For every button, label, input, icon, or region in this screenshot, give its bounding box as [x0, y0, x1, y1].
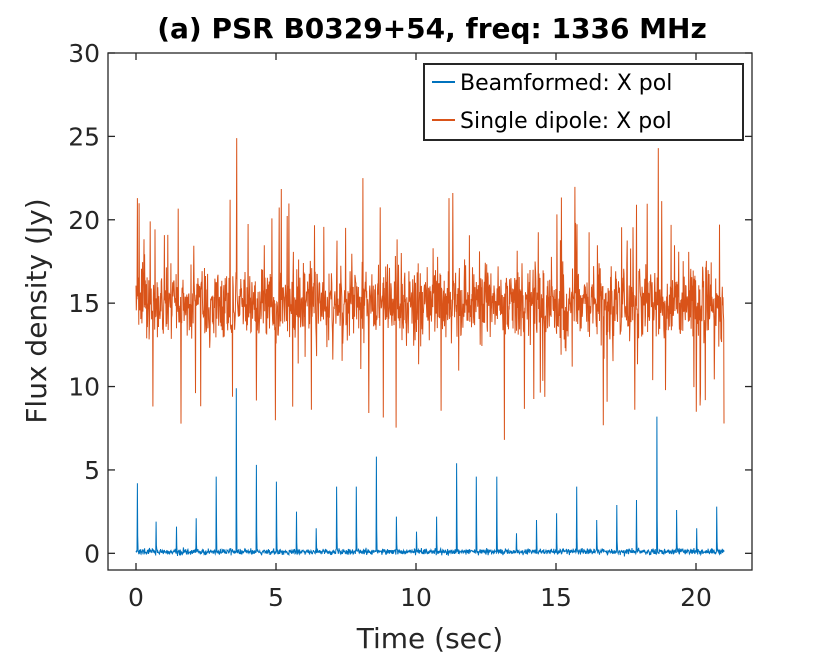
legend-box [423, 63, 744, 141]
x-tick-label: 0 [128, 583, 144, 612]
y-tick-label: 30 [68, 39, 100, 68]
chart-title: (a) PSR B0329+54, freq: 1336 MHz [157, 12, 707, 45]
legend: Beamformed: X pol Single dipole: X pol [423, 63, 744, 141]
series-line-single-dipole [135, 138, 725, 440]
x-axis-label: Time (sec) [356, 622, 503, 655]
y-tick-label: 10 [68, 373, 100, 402]
y-tick-label: 25 [68, 122, 100, 151]
x-tick-label: 15 [540, 583, 572, 612]
legend-label-beamformed: Beamformed: X pol [460, 71, 672, 96]
x-tick-labels: 0 5 10 15 20 [128, 583, 712, 612]
y-tick-label: 20 [68, 206, 100, 235]
series-line-beamformed [135, 388, 725, 557]
y-tick-labels: 0 5 10 15 20 25 30 [68, 39, 100, 568]
series-layer [135, 138, 725, 557]
x-tick-label: 20 [680, 583, 712, 612]
y-tick-label: 5 [84, 456, 100, 485]
x-tick-label: 5 [268, 583, 284, 612]
x-tick-label: 10 [400, 583, 432, 612]
y-tick-label: 0 [84, 539, 100, 568]
plot-border [107, 52, 753, 571]
y-axis-label: Flux density (Jy) [20, 198, 53, 423]
legend-label-single-dipole: Single dipole: X pol [460, 109, 672, 134]
y-tick-label: 15 [68, 289, 100, 318]
